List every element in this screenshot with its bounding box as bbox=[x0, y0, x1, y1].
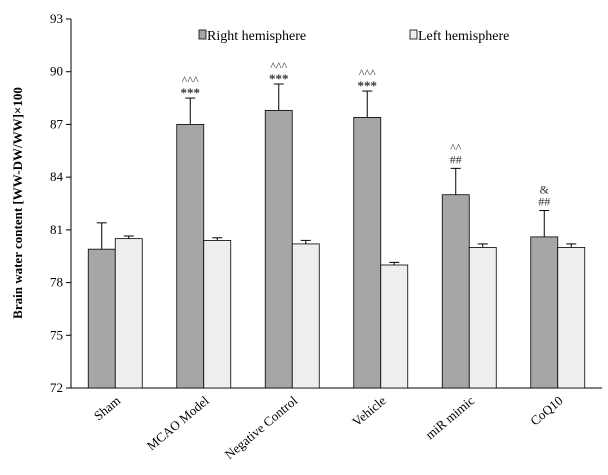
bar-right-5 bbox=[530, 236, 559, 389]
x-tick-label: MCAO Model bbox=[144, 393, 212, 454]
significance-label: ^^^ bbox=[270, 59, 287, 73]
significance-label: ^^^ bbox=[359, 66, 376, 80]
bar-right-0 bbox=[87, 248, 116, 389]
legend-swatch-left bbox=[409, 29, 418, 40]
y-tick-label: 81 bbox=[50, 222, 63, 237]
bar-left-1 bbox=[203, 239, 232, 389]
bar-left-2 bbox=[291, 243, 320, 389]
legend-label-left: Left hemisphere bbox=[418, 29, 509, 44]
x-tick-label: CoQ10 bbox=[527, 393, 565, 429]
bar-left-5 bbox=[557, 247, 586, 389]
bars: ***^^^ ***^^^***^^^##^^##& bbox=[87, 59, 586, 389]
legend: Right hemisphere Left hemisphere bbox=[198, 29, 509, 44]
significance-label: *** bbox=[181, 85, 201, 100]
legend-swatch-right bbox=[198, 29, 207, 40]
bar-left-4 bbox=[468, 247, 497, 389]
x-tick-label: Sham bbox=[91, 393, 123, 424]
significance-label: *** bbox=[269, 71, 289, 86]
y-tick-label: 84 bbox=[50, 169, 64, 184]
y-tick-label: 90 bbox=[50, 64, 63, 79]
y-axis-label: Brain water content [WW-DW/WW]×100 bbox=[10, 87, 25, 319]
significance-label: ## bbox=[538, 195, 550, 209]
y-tick-label: 72 bbox=[50, 380, 63, 395]
x-tick-labels: Sham MCAO Model Negative Control Vehicle miR… bbox=[91, 393, 566, 463]
bar-right-4 bbox=[441, 194, 470, 389]
bar-left-3 bbox=[380, 264, 409, 389]
y-tick-label: 93 bbox=[50, 11, 63, 26]
y-axis-title: Brain water content [WW-DW/WW]×100 bbox=[10, 87, 25, 319]
x-tick-label: Negative Control bbox=[222, 393, 301, 463]
significance-label: ^^ bbox=[450, 140, 462, 154]
legend-label-right: Right hemisphere bbox=[207, 29, 306, 44]
y-ticks: 72 75 78 81 84 87 90 93 bbox=[50, 11, 71, 395]
y-tick-label: 75 bbox=[50, 327, 63, 342]
significance-label: ## bbox=[450, 152, 462, 166]
y-tick-label: 78 bbox=[50, 275, 63, 290]
significance-label: ^^^ bbox=[182, 73, 199, 87]
x-tick-label: Vehicle bbox=[349, 393, 389, 430]
y-tick-label: 87 bbox=[50, 116, 64, 131]
significance-label: *** bbox=[358, 78, 378, 93]
bar-right-3 bbox=[353, 117, 382, 389]
x-tick-label: miR mimic bbox=[422, 393, 477, 442]
significance-label: & bbox=[540, 183, 550, 197]
bar-right-1 bbox=[176, 124, 205, 389]
bar-left-0 bbox=[114, 238, 143, 389]
bar-right-2 bbox=[264, 109, 293, 389]
